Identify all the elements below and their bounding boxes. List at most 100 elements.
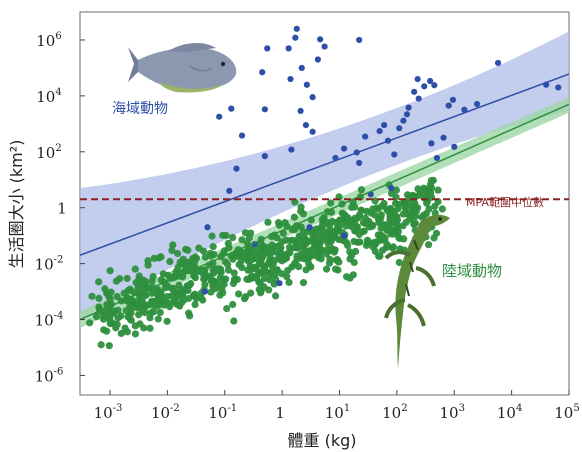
- terrestrial-point: [174, 249, 182, 258]
- terrestrial-point: [178, 298, 186, 307]
- y-tick-labels: 10-6 10-4 10-2 1 102 104 106: [35, 31, 67, 385]
- terrestrial-point: [219, 231, 227, 239]
- terrestrial-point: [99, 315, 108, 323]
- terrestrial-point: [231, 275, 239, 283]
- marine-points: [201, 25, 562, 295]
- terrestrial-point: [149, 308, 158, 316]
- terrestrial-point: [274, 219, 283, 227]
- terrestrial-point: [210, 250, 218, 259]
- x-tick-label: 103: [440, 403, 465, 422]
- terrestrial-point: [121, 324, 129, 332]
- terrestrial-point: [135, 272, 143, 280]
- marine-point: [228, 105, 235, 112]
- terrestrial-point: [135, 311, 143, 319]
- terrestrial-point: [92, 312, 101, 321]
- terrestrial-point: [291, 226, 299, 234]
- terrestrial-point: [138, 297, 146, 305]
- x-tick-label: 104: [497, 403, 522, 422]
- terrestrial-point: [241, 229, 250, 237]
- marine-point: [411, 88, 418, 95]
- terrestrial-point: [371, 247, 379, 255]
- marine-point: [427, 77, 434, 85]
- terrestrial-point: [350, 237, 358, 245]
- marine-point: [376, 127, 383, 135]
- terrestrial-point: [260, 274, 269, 283]
- terrestrial-point: [247, 289, 255, 297]
- marine-point: [264, 45, 271, 52]
- terrestrial-point: [191, 300, 199, 309]
- terrestrial-point: [374, 215, 383, 223]
- marine-point: [414, 75, 421, 83]
- terrestrial-point: [105, 342, 113, 350]
- terrestrial-point: [190, 258, 199, 266]
- terrestrial-fit-line: [80, 103, 569, 321]
- y-tick-label: 10-6: [35, 366, 64, 385]
- terrestrial-point: [323, 218, 332, 227]
- terrestrial-point: [154, 315, 162, 323]
- terrestrial-point: [414, 185, 422, 193]
- terrestrial-point: [285, 278, 293, 286]
- terrestrial-point: [266, 270, 274, 278]
- terrestrial-point: [215, 267, 223, 275]
- marine-point: [461, 106, 468, 113]
- marine-point: [261, 106, 268, 113]
- terrestrial-point: [380, 199, 388, 208]
- terrestrial-point: [195, 244, 203, 252]
- y-tick-label: 10-4: [35, 311, 64, 330]
- x-tick-label: 10-3: [94, 403, 123, 422]
- marine-point: [494, 59, 502, 67]
- terrestrial-point: [116, 275, 124, 283]
- terrestrial-point: [256, 289, 265, 297]
- terrestrial-point: [395, 234, 403, 242]
- marine-point: [473, 100, 481, 108]
- terrestrial-point: [321, 227, 329, 236]
- terrestrial-point: [186, 262, 194, 270]
- terrestrial-point: [317, 255, 325, 263]
- terrestrial-point: [229, 255, 237, 263]
- terrestrial-point: [364, 238, 372, 246]
- marine-point: [204, 224, 211, 231]
- terrestrial-point: [156, 253, 164, 261]
- terrestrial-point: [103, 327, 111, 335]
- terrestrial-point: [384, 207, 392, 215]
- terrestrial-point: [123, 274, 131, 283]
- terrestrial-point: [238, 236, 246, 244]
- terrestrial-point: [434, 186, 442, 194]
- terrestrial-point: [146, 324, 154, 332]
- terrestrial-point: [197, 293, 205, 302]
- x-tick-label: 10-1: [208, 403, 237, 422]
- terrestrial-point: [174, 263, 182, 272]
- terrestrial-point: [248, 247, 256, 255]
- marine-point: [388, 185, 395, 192]
- terrestrial-point: [355, 230, 363, 239]
- terrestrial-point: [187, 280, 195, 288]
- marine-point: [356, 159, 363, 167]
- marine-point: [555, 84, 562, 91]
- terrestrial-point: [230, 269, 238, 277]
- terrestrial-point: [120, 289, 128, 297]
- terrestrial-point: [173, 291, 181, 299]
- terrestrial-point: [136, 320, 144, 328]
- terrestrial-point: [410, 220, 418, 228]
- terrestrial-point: [203, 271, 211, 280]
- terrestrial-point: [327, 199, 335, 207]
- terrestrial-point: [357, 206, 365, 214]
- terrestrial-point: [163, 317, 171, 325]
- terrestrial-point: [222, 275, 230, 283]
- terrestrial-point: [346, 255, 354, 263]
- marine-point: [340, 232, 348, 239]
- terrestrial-point: [225, 244, 233, 252]
- terrestrial-point: [275, 249, 284, 257]
- terrestrial-point: [388, 244, 397, 252]
- terrestrial-point: [229, 233, 237, 242]
- terrestrial-point: [315, 227, 323, 235]
- terrestrial-point: [169, 241, 177, 249]
- terrestrial-point: [138, 302, 146, 311]
- terrestrial-point: [325, 259, 334, 267]
- y-tick-label: 104: [36, 87, 61, 106]
- terrestrial-point: [224, 261, 232, 269]
- terrestrial-point: [302, 266, 310, 274]
- terrestrial-point: [209, 243, 217, 251]
- terrestrial-point: [260, 242, 268, 251]
